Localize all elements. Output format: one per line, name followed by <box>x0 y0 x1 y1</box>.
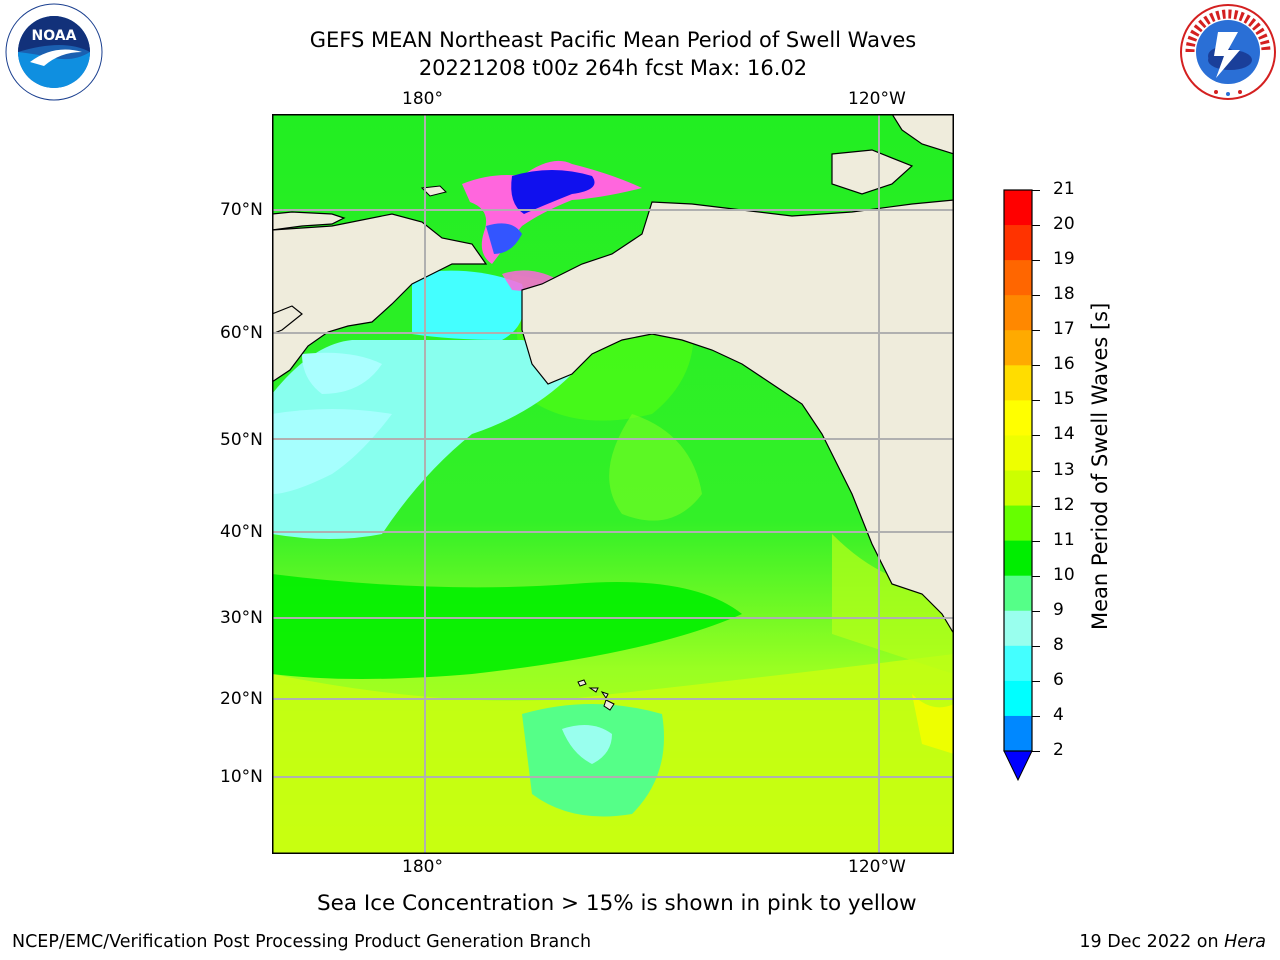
graticule <box>272 114 954 854</box>
footer-date-text: 19 Dec 2022 on <box>1079 932 1225 952</box>
colorbar-tick-mark <box>1032 470 1040 472</box>
lat-label-70n: 70°N <box>220 200 263 220</box>
colorbar-extend-triangle <box>1003 750 1033 782</box>
colorbar-tick-mark <box>1032 295 1040 297</box>
colorbar-tick-label: 8 <box>1053 634 1064 655</box>
colorbar-segment <box>1004 400 1032 436</box>
colorbar-tick-mark <box>1032 751 1040 752</box>
land-hawaii-kauai <box>577 679 587 687</box>
colorbar-tick-label: 6 <box>1053 669 1064 690</box>
colorbar-segment <box>1004 295 1032 331</box>
colorbar-tick-mark <box>1032 645 1040 647</box>
lat-label-60n: 60°N <box>220 323 263 343</box>
swell-region-cyan-south <box>562 725 612 764</box>
colorbar-tick-mark <box>1032 260 1040 262</box>
colorbar-segment <box>1004 330 1032 366</box>
colorbar-segment <box>1004 540 1032 577</box>
chart-title: GEFS MEAN Northeast Pacific Mean Period … <box>309 28 917 52</box>
colorbar-tick-label: 9 <box>1053 599 1064 620</box>
colorbar-tick-label: 14 <box>1053 424 1075 445</box>
colorbar-tick-label: 4 <box>1053 704 1064 725</box>
footer-organization: NCEP/EMC/Verification Post Processing Pr… <box>12 932 592 952</box>
colorbar-segment <box>1004 365 1032 401</box>
colorbar-tick-mark <box>1032 190 1040 191</box>
land-arctic-island <box>831 149 914 195</box>
lat-label-30n: 30°N <box>220 608 263 628</box>
colorbar-tick-mark <box>1032 680 1040 682</box>
swell-region-pale-cyan-2 <box>302 352 382 394</box>
land-hawaii-oahu <box>588 687 599 693</box>
svg-text:NOAA: NOAA <box>32 28 77 44</box>
swell-region-east <box>832 534 954 674</box>
swell-period-map <box>272 114 954 854</box>
colorbar-segment <box>1004 505 1032 542</box>
lat-label-40n: 40°N <box>220 522 263 542</box>
colorbar-tick-label: 18 <box>1053 284 1075 305</box>
colorbar-segment <box>1004 610 1032 647</box>
colorbar-segment <box>1004 225 1032 261</box>
colorbar-tick-mark <box>1032 330 1040 332</box>
colorbar-tick-mark <box>1032 575 1040 577</box>
colorbar-segment <box>1004 715 1032 752</box>
land-kamchatka <box>272 305 303 335</box>
colorbar-segment <box>1004 260 1032 296</box>
colorbar-segment <box>1004 470 1032 507</box>
footer-host: Hera <box>1224 932 1266 952</box>
colorbar-tick-label: 11 <box>1053 529 1075 550</box>
colorbar-tick-label: 16 <box>1053 354 1075 375</box>
footer-date: 19 Dec 2022 on Hera <box>1079 932 1266 952</box>
colorbar-tick-label: 10 <box>1053 564 1075 585</box>
nws-logo <box>1178 2 1278 102</box>
colorbar-tick-label: 21 <box>1053 179 1075 199</box>
colorbar-segment <box>1004 435 1032 471</box>
lon-label-top-180: 180° <box>402 89 443 109</box>
colorbar-tick-mark <box>1032 400 1040 402</box>
colorbar-tick-label: 17 <box>1053 319 1075 340</box>
noaa-logo: NOAA <box>4 2 104 102</box>
lon-label-bottom-180: 180° <box>402 857 443 877</box>
colorbar-tick-label: 20 <box>1053 214 1075 235</box>
lat-label-50n: 50°N <box>220 430 263 450</box>
swell-region-bering <box>412 270 525 340</box>
colorbar-tick-mark <box>1032 225 1040 227</box>
colorbar-segment <box>1004 190 1032 226</box>
swell-region-max <box>912 694 954 754</box>
land-hawaii-maui <box>600 691 609 699</box>
lon-label-top-120w: 120°W <box>848 89 906 109</box>
colorbar-tick-label: 12 <box>1053 494 1075 515</box>
land-siberia <box>272 213 488 383</box>
colorbar-tick-mark <box>1032 435 1040 437</box>
colorbar-segment <box>1004 680 1032 717</box>
lat-label-20n: 20°N <box>220 689 263 709</box>
colorbar-title: Mean Period of Swell Waves [s] <box>1088 302 1112 630</box>
land-alaska-canada <box>521 199 954 636</box>
land-wrangel-island <box>420 185 447 197</box>
colorbar <box>1003 189 1033 782</box>
colorbar-tick-label: 13 <box>1053 459 1075 480</box>
sea-ice-caption: Sea Ice Concentration > 15% is shown in … <box>317 891 917 916</box>
map-frame <box>272 114 954 854</box>
colorbar-tick-label: 15 <box>1053 389 1075 410</box>
colorbar-segment <box>1004 645 1032 682</box>
colorbar-tick-mark <box>1032 505 1040 507</box>
sea-ice-core <box>511 170 595 214</box>
swell-region-pale-cyan <box>272 409 392 494</box>
colorbar-tick-mark <box>1032 715 1040 717</box>
lat-label-10n: 10°N <box>220 767 263 787</box>
colorbar-tick-label: 2 <box>1053 740 1064 760</box>
colorbar-tick-mark <box>1032 610 1040 612</box>
sea-ice-inner <box>486 223 522 254</box>
colorbar-segment <box>1004 575 1032 612</box>
land-hawaii-big-island <box>603 699 615 711</box>
swell-region-light-green-2 <box>609 414 702 521</box>
lon-label-bottom-120w: 120°W <box>848 857 906 877</box>
chart-subtitle: 20221208 t00z 264h fcst Max: 16.02 <box>418 56 808 80</box>
colorbar-tick-mark <box>1032 540 1040 542</box>
land-arctic-archipelago <box>891 114 954 155</box>
colorbar-tick-label: 19 <box>1053 249 1075 270</box>
swell-region-green <box>272 574 742 679</box>
colorbar-tick-mark <box>1032 365 1040 367</box>
